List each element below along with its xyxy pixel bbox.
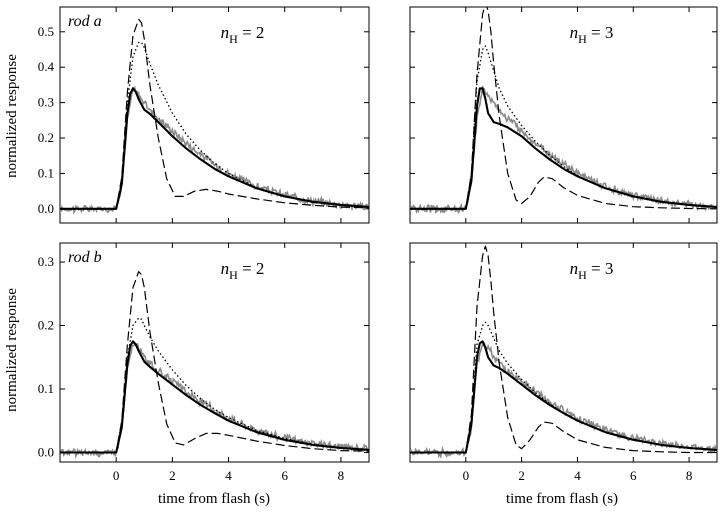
- y-tick-label: 0.5: [38, 24, 54, 39]
- x-tick-label: 0: [463, 468, 470, 483]
- panel-title: rod b: [68, 249, 102, 266]
- series-data-trace: [60, 342, 369, 459]
- y-tick-label: 0.4: [38, 59, 55, 74]
- y-tick-label: 0.0: [38, 201, 54, 216]
- x-axis-label-left: time from flash (s): [158, 491, 270, 507]
- y-tick-label: 0.1: [38, 165, 54, 180]
- y-axis-label-top: normalized response: [4, 54, 20, 178]
- x-tick-label: 0: [113, 468, 120, 483]
- panel-frame: [59, 6, 370, 224]
- series-dotted-line: [60, 41, 369, 210]
- panel-frame: [59, 242, 370, 463]
- nh-label: nH = 2: [221, 23, 265, 46]
- plot-area: [410, 7, 717, 215]
- panel-title: rod a: [68, 13, 102, 30]
- x-tick-label: 4: [574, 468, 581, 483]
- x-tick-label: 2: [169, 468, 176, 483]
- x-axis-label-right: time from flash (s): [506, 491, 618, 507]
- x-tick-label: 2: [518, 468, 525, 483]
- plot-area: [60, 18, 369, 215]
- panel-bottom-right: 0 2 4 6 8 nH = 3: [409, 242, 718, 483]
- series-dashed-line: [410, 245, 717, 454]
- y-tick-label: 0.3: [38, 254, 54, 269]
- chart-panels: 0.0 0.1 0.2 0.3 0.4 0.5 rod a nH = 2 nH = 3 0 2 4 6 8…: [38, 6, 718, 483]
- x-tick-label: 8: [686, 468, 693, 483]
- x-tick-label: 8: [338, 468, 345, 483]
- series-dashed-line: [410, 7, 717, 210]
- y-tick-label: 0.2: [38, 318, 54, 333]
- nh-label: nH = 3: [570, 259, 614, 282]
- y-tick-label: 0.1: [38, 381, 54, 396]
- series-data-trace: [410, 85, 717, 215]
- y-tick-label: 0.0: [38, 444, 54, 459]
- panel-frame: [409, 6, 718, 224]
- series-solid-line: [60, 340, 369, 454]
- series-data-trace: [60, 85, 369, 215]
- series-dotted-line: [410, 45, 717, 210]
- series-data-trace: [410, 341, 717, 460]
- plot-area: [410, 245, 717, 460]
- y-tick-label: 0.3: [38, 95, 54, 110]
- x-tick-label: 6: [281, 468, 288, 483]
- series-dotted-line: [410, 321, 717, 454]
- nh-label: nH = 3: [570, 23, 614, 46]
- panel-top-left: 0.0 0.1 0.2 0.3 0.4 0.5 rod a nH = 2: [38, 6, 370, 224]
- series-dashed-line: [60, 271, 369, 454]
- y-axis-label-bottom: normalized response: [4, 288, 20, 412]
- series-solid-line: [410, 87, 717, 210]
- panel-frame: [409, 242, 718, 463]
- y-tick-label: 0.2: [38, 130, 54, 145]
- series-dotted-line: [60, 317, 369, 454]
- nh-label: nH = 2: [221, 259, 265, 282]
- series-solid-line: [410, 340, 717, 454]
- series-solid-line: [60, 87, 369, 210]
- series-dashed-line: [60, 18, 369, 210]
- plot-area: [60, 271, 369, 459]
- x-tick-label: 4: [225, 468, 232, 483]
- x-tick-label: 6: [630, 468, 637, 483]
- panel-bottom-left: 0 2 4 6 8 0.0 0.1 0.2 0.3 rod b nH = 2: [38, 242, 370, 483]
- panel-top-right: nH = 3: [409, 6, 718, 224]
